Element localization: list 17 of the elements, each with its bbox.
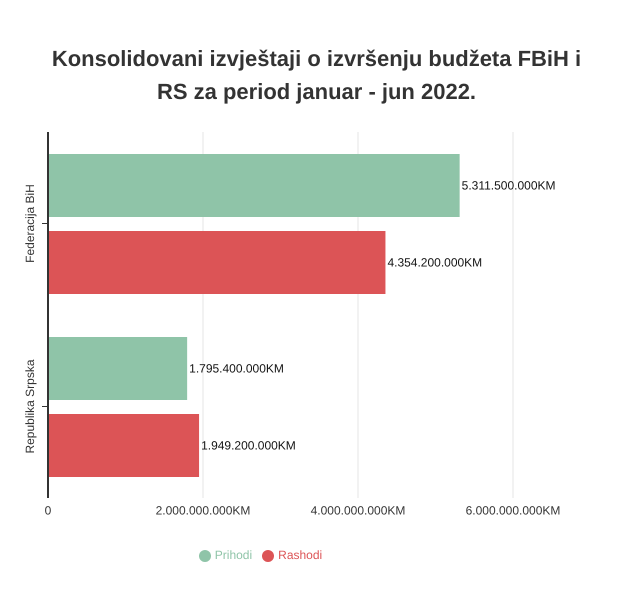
legend-label: Prihodi bbox=[214, 548, 252, 562]
data-label: 1.795.400.000KM bbox=[189, 361, 284, 376]
bar bbox=[48, 230, 386, 294]
y-tick-label: Republika Srpska bbox=[23, 359, 37, 454]
bar bbox=[48, 336, 188, 400]
data-label: 1.949.200.000KM bbox=[201, 438, 296, 452]
x-tick-label: 2.000.000.000KM bbox=[156, 504, 250, 518]
x-tick-label: 6.000.000.000KM bbox=[466, 504, 560, 518]
bar bbox=[48, 154, 460, 217]
data-label: 4.354.200.000KM bbox=[387, 255, 482, 270]
data-label: 5.311.500.000KM bbox=[462, 178, 556, 192]
bar bbox=[48, 414, 200, 477]
x-tick-label: 4.000.000.000KM bbox=[310, 504, 406, 518]
x-tick-label: 0 bbox=[44, 504, 52, 518]
y-tick-label: Federacija BiH bbox=[23, 184, 37, 263]
chart-title: Konsolidovani izvještaji o izvršenju budžeta FBiH i RS za period januar - jun 2022. bbox=[50, 45, 582, 106]
legend-label: Rashodi bbox=[278, 548, 322, 562]
